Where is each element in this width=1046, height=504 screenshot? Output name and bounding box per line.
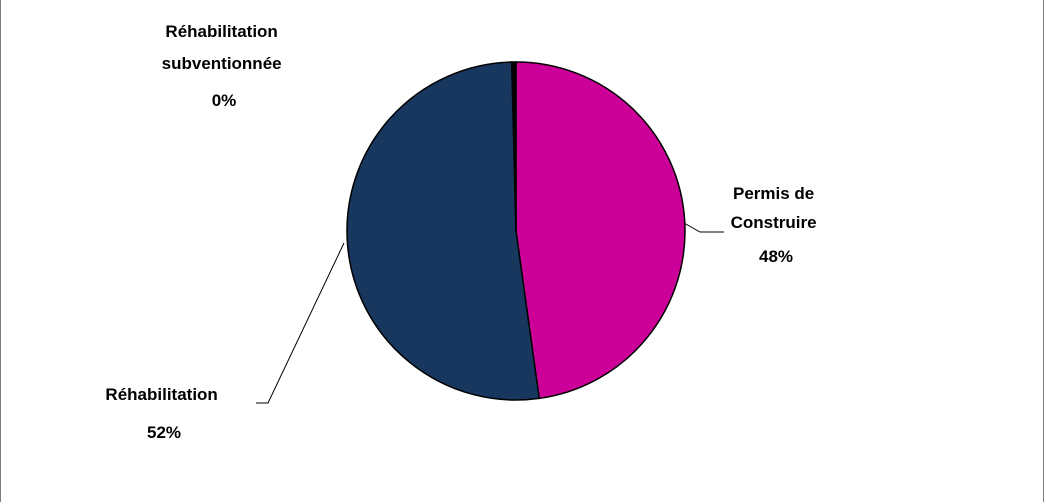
leader-lines bbox=[256, 222, 724, 404]
label-permis-value: 48% bbox=[759, 247, 793, 266]
label-permis-de-construire: Permis de Construire 48% bbox=[731, 184, 822, 266]
pie-slice-1 bbox=[346, 61, 541, 401]
label-subv-line-1: Réhabilitation bbox=[165, 22, 277, 41]
label-rehabilitation-value: 52% bbox=[147, 423, 181, 442]
label-subv-value: 0% bbox=[212, 91, 237, 110]
leader-line-rehabilitation bbox=[256, 242, 345, 404]
leader-line-permis bbox=[683, 222, 724, 233]
label-rehabilitation-subventionnee: Réhabilitation subventionnée 0% bbox=[162, 22, 287, 110]
pie-slice-0 bbox=[515, 61, 686, 400]
slice-labels: Permis de Construire 48% Réhabilitation … bbox=[105, 22, 822, 442]
label-permis-line-1: Permis de bbox=[733, 184, 814, 203]
label-permis-line-2: Construire bbox=[731, 213, 817, 232]
label-rehabilitation-line-1: Réhabilitation bbox=[105, 385, 217, 404]
label-rehabilitation: Réhabilitation 52% bbox=[105, 385, 222, 442]
pie-slices bbox=[346, 61, 686, 401]
label-subv-line-2: subventionnée bbox=[162, 54, 282, 73]
pie-slice-2 bbox=[511, 61, 517, 232]
